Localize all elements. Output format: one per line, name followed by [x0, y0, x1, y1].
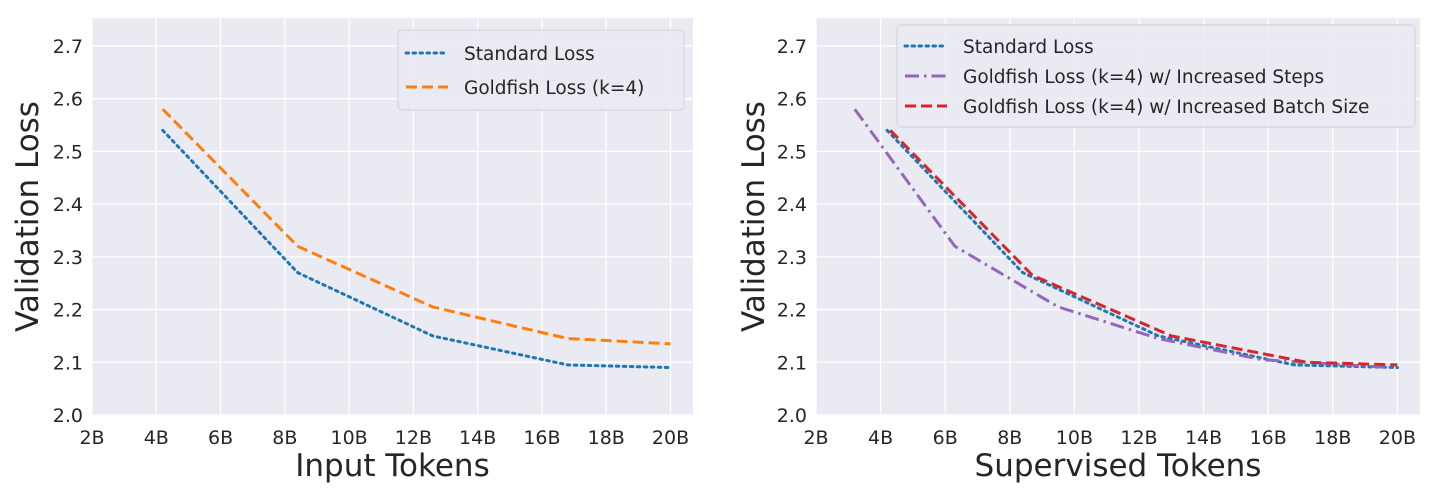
x-tick-label: 18B: [1314, 427, 1351, 449]
series-line-3: [889, 129, 1398, 367]
legend-box: [896, 24, 1416, 128]
y-tick-label: 2.7: [53, 36, 83, 58]
x-tick-label: 8B: [272, 427, 297, 449]
x-tick-label: 6B: [933, 427, 958, 449]
x-tick-label: 20B: [1379, 427, 1416, 449]
x-tick-label: 12B: [395, 427, 432, 449]
chart-panel-1: 2B 4B 6B 8B 10B 12B 14B 16B 18B 20B 2.0 2.1 2.2 2.3 2.…: [10, 18, 693, 484]
legend: Standard Loss Goldfish Loss (k=4): [397, 29, 685, 111]
y-tick-label: 2.2: [777, 300, 807, 322]
legend: Standard Loss Goldfish Loss (k=4) w/ Incr…: [896, 24, 1416, 128]
x-axis-label: Input Tokens: [295, 448, 489, 484]
legend-label: Standard Loss: [963, 37, 1094, 58]
y-tick-label: 2.2: [53, 300, 83, 322]
x-tick-label: 14B: [459, 427, 496, 449]
chart-panel-2: 2B 4B 6B 8B 10B 12B 14B 16B 18B 20B 2.0 2.1 2.2 2.3 2.…: [736, 18, 1420, 484]
y-tick-label: 2.3: [53, 247, 83, 269]
series-line-2: [161, 108, 671, 346]
x-tick-label: 20B: [652, 427, 689, 449]
y-tick-label: 2.4: [777, 194, 807, 216]
y-axis-label: Validation Loss: [10, 101, 46, 332]
y-tick-label: 2.5: [53, 141, 83, 163]
x-tick-label: 6B: [208, 427, 233, 449]
x-tick-label: 18B: [588, 427, 625, 449]
y-tick-label: 2.6: [777, 89, 807, 111]
y-tick-label: 2.1: [53, 352, 83, 374]
x-tick-label: 2B: [79, 427, 104, 449]
y-axis-label: Validation Loss: [736, 101, 772, 332]
y-tick-label: 2.5: [777, 141, 807, 163]
x-tick-label: 16B: [523, 427, 560, 449]
x-tick-label: 8B: [997, 427, 1022, 449]
y-tick-label: 2.4: [53, 194, 83, 216]
x-tick-label: 4B: [144, 427, 169, 449]
x-tick-label: 14B: [1185, 427, 1222, 449]
y-tick-label: 2.3: [777, 247, 807, 269]
series-line-2: [853, 108, 1392, 370]
series-line-1: [885, 128, 1399, 370]
x-axis-label: Supervised Tokens: [975, 448, 1262, 484]
y-tick-label: 2.0: [53, 405, 83, 427]
legend-label: Goldfish Loss (k=4): [464, 78, 644, 99]
x-tick-label: 10B: [331, 427, 368, 449]
x-tick-label: 2B: [803, 427, 828, 449]
legend-box: [397, 29, 685, 111]
x-tick-label: 10B: [1056, 427, 1093, 449]
y-tick-label: 2.0: [777, 405, 807, 427]
x-tick-label: 12B: [1120, 427, 1157, 449]
legend-label: Goldfish Loss (k=4) w/ Increased Batch S…: [963, 97, 1369, 118]
series-line-1: [161, 128, 673, 370]
y-tick-label: 2.7: [777, 36, 807, 58]
y-tick-label: 2.6: [53, 89, 83, 111]
legend-label: Standard Loss: [464, 44, 595, 65]
legend-label: Goldfish Loss (k=4) w/ Increased Steps: [963, 67, 1324, 88]
x-tick-label: 16B: [1250, 427, 1287, 449]
x-tick-label: 4B: [868, 427, 893, 449]
y-tick-label: 2.1: [777, 352, 807, 374]
